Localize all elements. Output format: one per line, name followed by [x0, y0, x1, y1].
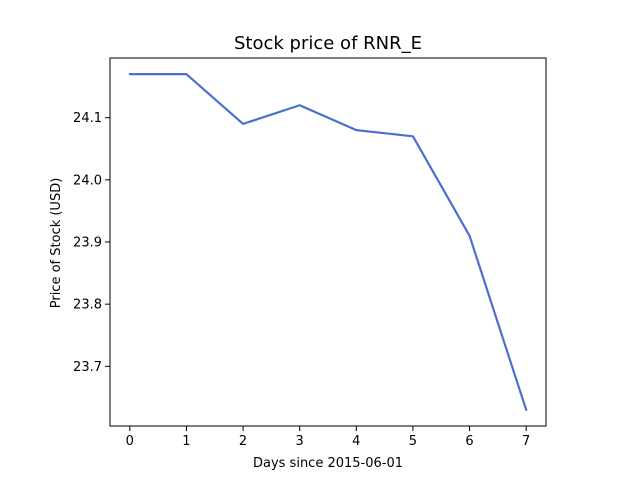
x-tick-label: 6 [465, 434, 473, 449]
x-tick-label: 4 [352, 434, 360, 449]
x-tick-label: 2 [239, 434, 247, 449]
x-tick-label: 7 [522, 434, 530, 449]
x-tick-label: 0 [126, 434, 134, 449]
y-tick-label: 23.9 [73, 236, 102, 251]
y-tick-label: 24.1 [73, 111, 102, 126]
y-axis-label: Price of Stock (USD) [49, 178, 64, 309]
x-axis-label: Days since 2015-06-01 [253, 456, 403, 471]
y-tick-label: 23.8 [73, 298, 102, 313]
chart-title: Stock price of RNR_E [234, 33, 422, 54]
series-line [128, 73, 528, 411]
x-tick-label: 5 [409, 434, 417, 449]
y-tick-label: 23.7 [73, 360, 102, 375]
x-tick-label: 1 [182, 434, 190, 449]
plot-area: 0 1 2 3 4 5 6 7 23.7 23.8 23.9 24.0 24.1 [73, 57, 547, 449]
x-tick-label: 3 [296, 434, 304, 449]
y-tick-label: 24.0 [73, 173, 102, 188]
